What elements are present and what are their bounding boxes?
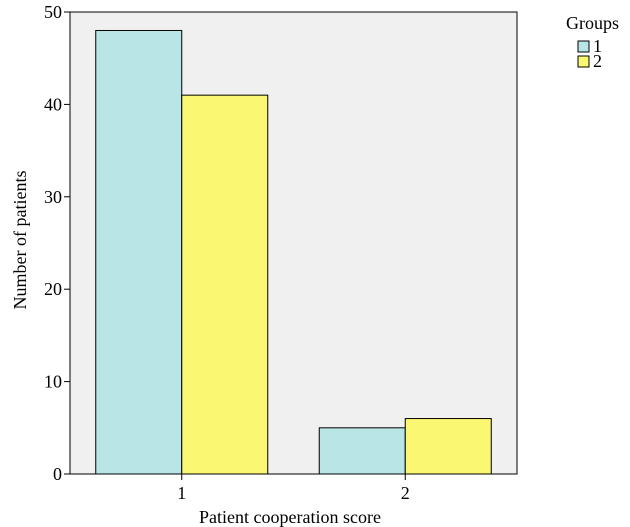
y-tick-label: 30 (44, 187, 62, 207)
legend: Groups 12 (566, 13, 619, 71)
y-axis-label: Number of patients (10, 171, 30, 310)
y-tick-label: 40 (44, 94, 62, 114)
y-tick-label: 20 (44, 279, 62, 299)
y-tick-label: 10 (44, 372, 62, 392)
legend-label-1: 1 (593, 36, 602, 56)
y-tick-label: 0 (53, 464, 62, 484)
y-tick-label: 50 (44, 2, 62, 22)
bar-series-2-cat-2 (404, 418, 492, 475)
legend-title: Groups (566, 13, 619, 33)
bar-series-2-cat-1 (181, 94, 269, 475)
bar-series-1-cat-2 (318, 427, 406, 475)
y-axis: 0 10 20 30 40 50 (44, 2, 70, 484)
bar-series-1-cat-1 (95, 29, 183, 475)
x-tick-label: 1 (177, 483, 186, 503)
legend-label-2: 2 (593, 51, 602, 71)
x-axis-label: Patient cooperation score (199, 507, 381, 527)
x-tick-label: 2 (401, 483, 410, 503)
plot-frame (69, 11, 518, 475)
legend-swatch-1 (577, 40, 590, 53)
legend-swatch-2 (577, 55, 590, 68)
bars-group (95, 29, 492, 475)
